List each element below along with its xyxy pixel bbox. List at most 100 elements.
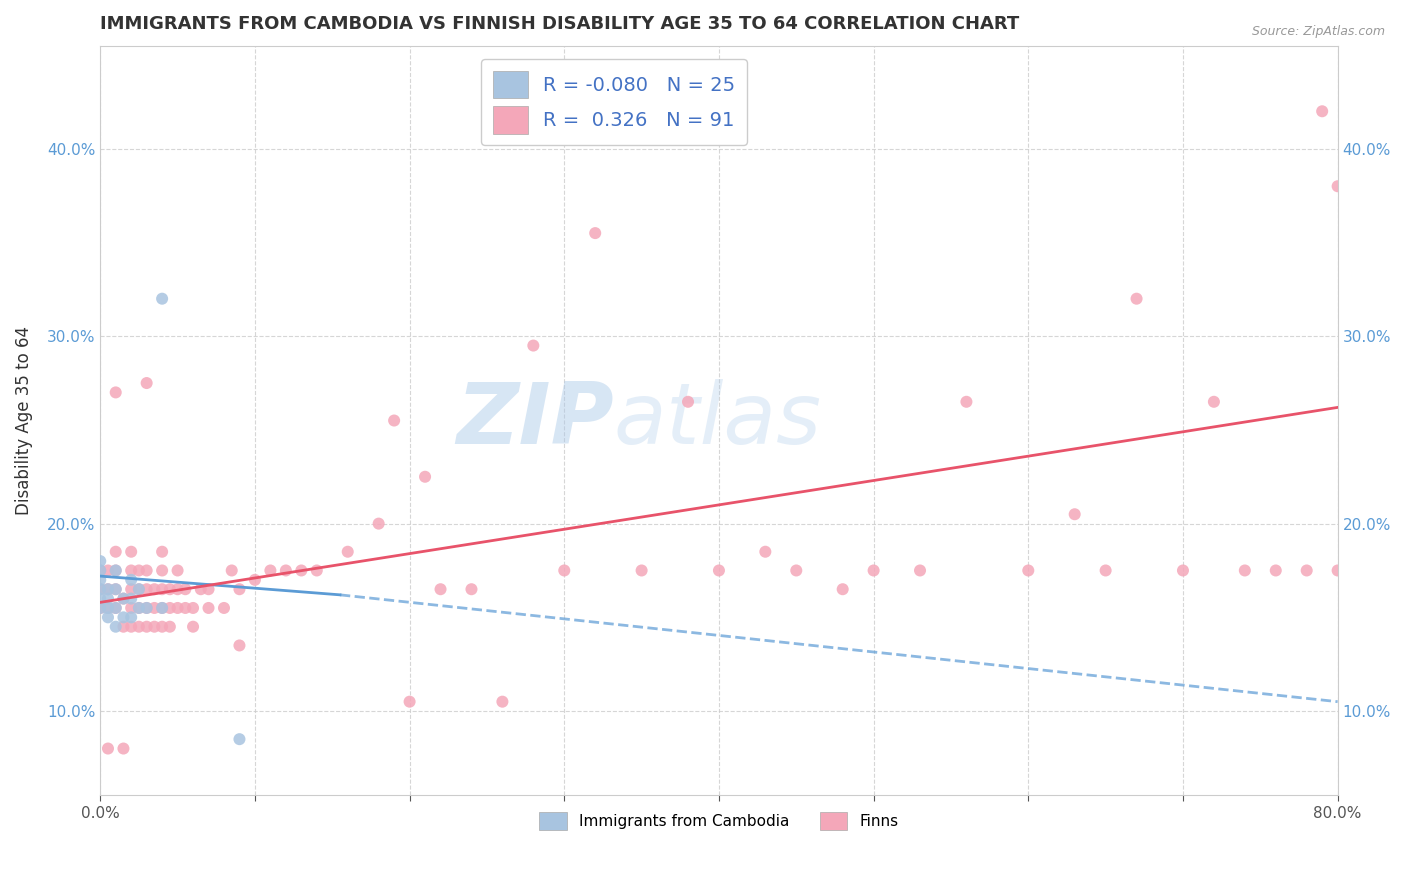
Point (120, 601, 142, 615)
Point (104, 601, 127, 615)
Point (243, 573, 266, 587)
Point (862, 564, 884, 578)
Point (150, 601, 173, 615)
Point (112, 620, 135, 634)
Point (181, 620, 204, 634)
Point (522, 338, 544, 352)
Point (398, 695, 420, 709)
Point (143, 601, 166, 615)
Point (290, 564, 312, 578)
Point (1310, 104, 1333, 119)
Point (104, 385, 127, 400)
Point (1063, 508, 1085, 522)
Point (128, 582, 150, 597)
Point (97, 610, 120, 624)
Point (382, 413, 405, 427)
Point (89, 582, 111, 597)
Point (128, 601, 150, 615)
Point (104, 564, 127, 578)
Point (143, 620, 166, 634)
Point (97, 601, 120, 615)
Point (89, 554, 111, 568)
Point (150, 620, 173, 634)
Point (197, 582, 219, 597)
Point (955, 394, 977, 409)
Point (583, 226, 606, 240)
Point (104, 582, 127, 597)
Point (112, 610, 135, 624)
Point (104, 620, 127, 634)
Point (166, 582, 188, 597)
Point (143, 582, 166, 597)
Point (1264, 564, 1286, 578)
Point (676, 394, 699, 409)
Point (785, 564, 807, 578)
Point (1326, 564, 1348, 578)
Point (1295, 564, 1317, 578)
Point (120, 573, 142, 587)
Point (429, 582, 451, 597)
Point (104, 545, 127, 559)
Point (1094, 564, 1116, 578)
Text: IMMIGRANTS FROM CAMBODIA VS FINNISH DISABILITY AGE 35 TO 64 CORRELATION CHART: IMMIGRANTS FROM CAMBODIA VS FINNISH DISA… (100, 15, 1019, 33)
Point (1326, 179, 1348, 194)
Point (104, 601, 127, 615)
Point (1171, 564, 1194, 578)
Point (367, 516, 389, 531)
Point (150, 601, 173, 615)
Point (97, 582, 120, 597)
Point (120, 582, 142, 597)
Point (1202, 394, 1225, 409)
Point (120, 564, 142, 578)
Point (228, 582, 250, 597)
Point (120, 620, 142, 634)
Point (135, 620, 157, 634)
Point (228, 639, 250, 653)
Text: Source: ZipAtlas.com: Source: ZipAtlas.com (1251, 25, 1385, 38)
Point (274, 564, 297, 578)
Point (120, 591, 142, 606)
Point (174, 601, 197, 615)
Point (181, 601, 204, 615)
Point (159, 620, 181, 634)
Point (128, 620, 150, 634)
Point (128, 564, 150, 578)
Point (128, 582, 150, 597)
Point (1233, 564, 1256, 578)
Point (831, 582, 853, 597)
Point (128, 601, 150, 615)
Point (174, 582, 197, 597)
Point (150, 564, 173, 578)
Point (120, 610, 142, 624)
Point (908, 564, 931, 578)
Point (212, 601, 235, 615)
Point (150, 545, 173, 559)
Point (707, 564, 730, 578)
Point (104, 564, 127, 578)
Point (97, 741, 120, 756)
Point (413, 469, 436, 483)
Point (553, 564, 575, 578)
Point (1017, 564, 1039, 578)
Point (630, 564, 652, 578)
Point (112, 591, 135, 606)
Point (460, 582, 482, 597)
Point (1125, 292, 1147, 306)
Y-axis label: Disability Age 35 to 64: Disability Age 35 to 64 (15, 326, 32, 515)
Point (97, 564, 120, 578)
Point (97, 591, 120, 606)
Point (150, 582, 173, 597)
Point (89, 601, 111, 615)
Point (159, 601, 181, 615)
Point (190, 582, 212, 597)
Point (104, 582, 127, 597)
Legend: Immigrants from Cambodia, Finns: Immigrants from Cambodia, Finns (533, 805, 905, 837)
Point (120, 545, 142, 559)
Point (135, 564, 157, 578)
Point (89, 564, 111, 578)
Point (166, 564, 188, 578)
Point (305, 564, 328, 578)
Point (112, 741, 135, 756)
Point (135, 376, 157, 390)
Point (150, 292, 173, 306)
